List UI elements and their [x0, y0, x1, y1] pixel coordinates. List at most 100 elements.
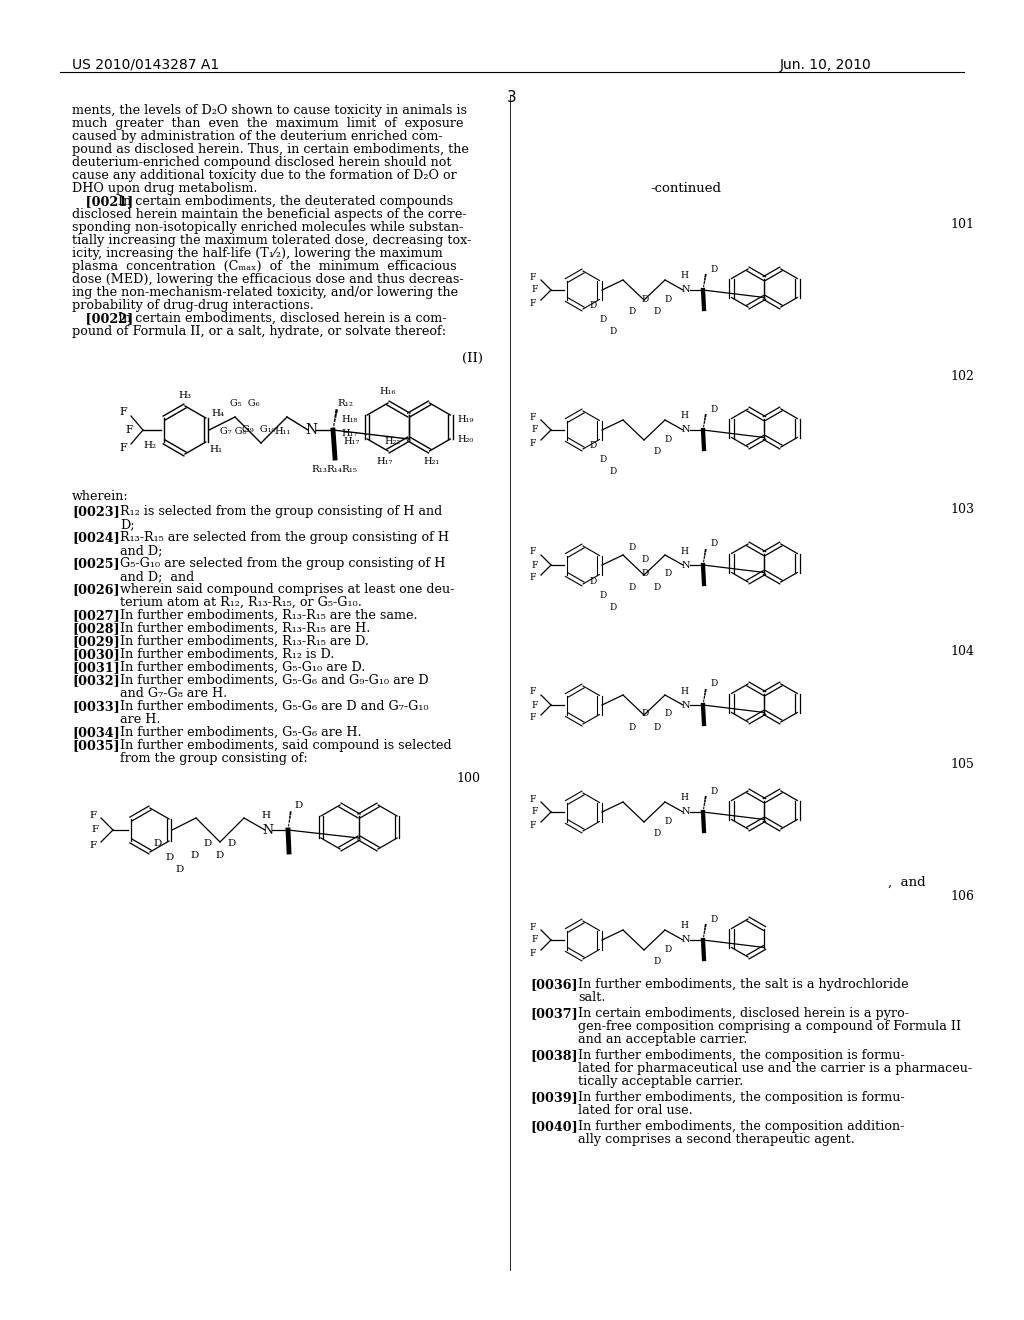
Text: In further embodiments, the composition is formu-: In further embodiments, the composition … — [578, 1049, 904, 1063]
Text: gen-free composition comprising a compound of Formula II: gen-free composition comprising a compou… — [578, 1020, 962, 1034]
Text: N: N — [682, 561, 690, 569]
Text: H₂₀: H₂₀ — [458, 434, 474, 444]
Text: disclosed herein maintain the beneficial aspects of the corre-: disclosed herein maintain the beneficial… — [72, 209, 467, 220]
Text: In certain embodiments, the deuterated compounds: In certain embodiments, the deuterated c… — [118, 195, 454, 209]
Text: D: D — [176, 866, 184, 874]
Text: F: F — [529, 714, 537, 722]
Text: F: F — [119, 444, 127, 453]
Text: R₁₂: R₁₂ — [337, 399, 353, 408]
Text: D: D — [665, 945, 672, 953]
Text: -continued: -continued — [650, 182, 721, 195]
Text: In further embodiments, R₁₂ is D.: In further embodiments, R₁₂ is D. — [120, 648, 335, 661]
Text: G₉  G₁₀: G₉ G₁₀ — [243, 425, 275, 433]
Text: 106: 106 — [950, 890, 974, 903]
Text: D: D — [190, 851, 199, 861]
Text: D: D — [629, 582, 636, 591]
Text: and D;: and D; — [120, 544, 163, 557]
Text: (II): (II) — [462, 352, 483, 366]
Text: G₇ G₈: G₇ G₈ — [220, 426, 246, 436]
Text: D: D — [629, 722, 636, 731]
Text: [0037]: [0037] — [530, 1007, 578, 1020]
Text: sponding non-isotopically enriched molecules while substan-: sponding non-isotopically enriched molec… — [72, 220, 464, 234]
Text: F: F — [531, 425, 539, 434]
Text: R₁₄: R₁₄ — [326, 466, 342, 474]
Text: In further embodiments, G₅-G₆ are D and G₇-G₁₀: In further embodiments, G₅-G₆ are D and … — [120, 700, 429, 713]
Text: D: D — [590, 301, 597, 310]
Text: F: F — [529, 923, 537, 932]
Text: D: D — [166, 854, 174, 862]
Text: D: D — [609, 602, 616, 611]
Text: F: F — [529, 795, 537, 804]
Text: F: F — [531, 808, 539, 817]
Text: In further embodiments, G₅-G₆ are H.: In further embodiments, G₅-G₆ are H. — [120, 726, 361, 739]
Text: and G₇-G₈ are H.: and G₇-G₈ are H. — [120, 686, 227, 700]
Text: ing the non-mechanism-related toxicity, and/or lowering the: ing the non-mechanism-related toxicity, … — [72, 286, 458, 300]
Text: D: D — [711, 264, 718, 273]
Text: ,  and: , and — [888, 876, 926, 888]
Text: D: D — [641, 556, 648, 565]
Text: 101: 101 — [950, 218, 974, 231]
Text: D;: D; — [120, 517, 134, 531]
Text: N: N — [682, 936, 690, 945]
Text: terium atom at R₁₂, R₁₃-R₁₅, or G₅-G₁₀.: terium atom at R₁₂, R₁₃-R₁₅, or G₅-G₁₀. — [120, 597, 361, 609]
Text: F: F — [89, 841, 96, 850]
Text: and an acceptable carrier.: and an acceptable carrier. — [578, 1034, 748, 1045]
Text: icity, increasing the half-life (T₁⁄₂), lowering the maximum: icity, increasing the half-life (T₁⁄₂), … — [72, 247, 442, 260]
Text: D: D — [204, 838, 212, 847]
Text: H₁₇: H₁₇ — [342, 429, 358, 438]
Text: [0027]: [0027] — [72, 609, 120, 622]
Text: D: D — [599, 315, 606, 325]
Text: D: D — [711, 915, 718, 924]
Text: [0036]: [0036] — [530, 978, 578, 991]
Text: D: D — [641, 569, 648, 578]
Text: F: F — [529, 949, 537, 957]
Text: wherein said compound comprises at least one deu-: wherein said compound comprises at least… — [120, 583, 455, 597]
Text: D: D — [609, 467, 616, 477]
Text: caused by administration of the deuterium enriched com-: caused by administration of the deuteriu… — [72, 129, 442, 143]
Text: H₂₂: H₂₂ — [385, 437, 400, 446]
Text: tically acceptable carrier.: tically acceptable carrier. — [578, 1074, 743, 1088]
Text: [0035]: [0035] — [72, 739, 120, 752]
Text: F: F — [529, 821, 537, 829]
Text: are H.: are H. — [120, 713, 161, 726]
Text: F: F — [529, 688, 537, 697]
Text: 3: 3 — [507, 90, 517, 106]
Text: D: D — [665, 817, 672, 825]
Text: H: H — [680, 412, 688, 421]
Text: DHO upon drug metabolism.: DHO upon drug metabolism. — [72, 182, 257, 195]
Text: salt.: salt. — [578, 991, 605, 1005]
Text: F: F — [91, 825, 98, 834]
Text: [0029]: [0029] — [72, 635, 120, 648]
Text: wherein:: wherein: — [72, 490, 129, 503]
Text: H: H — [680, 921, 688, 931]
Text: pound as disclosed herein. Thus, in certain embodiments, the: pound as disclosed herein. Thus, in cert… — [72, 143, 469, 156]
Text: lated for oral use.: lated for oral use. — [578, 1104, 693, 1117]
Text: D: D — [295, 801, 303, 810]
Text: F: F — [125, 425, 133, 436]
Text: N: N — [682, 701, 690, 710]
Text: H₁₁: H₁₁ — [274, 426, 291, 436]
Text: [0025]: [0025] — [72, 557, 120, 570]
Text: [0021]: [0021] — [72, 195, 133, 209]
Text: dose (MED), lowering the efficacious dose and thus decreas-: dose (MED), lowering the efficacious dos… — [72, 273, 464, 286]
Text: F: F — [531, 701, 539, 710]
Text: 105: 105 — [950, 758, 974, 771]
Text: N: N — [682, 808, 690, 817]
Text: F: F — [531, 561, 539, 569]
Text: F: F — [529, 298, 537, 308]
Text: N: N — [305, 422, 317, 437]
Text: G₅-G₁₀ are selected from the group consisting of H: G₅-G₁₀ are selected from the group consi… — [120, 557, 445, 570]
Text: H: H — [680, 686, 688, 696]
Text: D: D — [216, 851, 224, 861]
Text: In further embodiments, the composition is formu-: In further embodiments, the composition … — [578, 1092, 904, 1104]
Text: 103: 103 — [950, 503, 974, 516]
Text: R₁₃: R₁₃ — [311, 466, 327, 474]
Text: D: D — [609, 327, 616, 337]
Text: [0034]: [0034] — [72, 726, 120, 739]
Text: [0022]: [0022] — [72, 312, 133, 325]
Text: H₁₈: H₁₈ — [342, 416, 358, 425]
Text: D: D — [711, 787, 718, 796]
Text: US 2010/0143287 A1: US 2010/0143287 A1 — [72, 58, 219, 73]
Text: H: H — [680, 546, 688, 556]
Text: [0032]: [0032] — [72, 675, 120, 686]
